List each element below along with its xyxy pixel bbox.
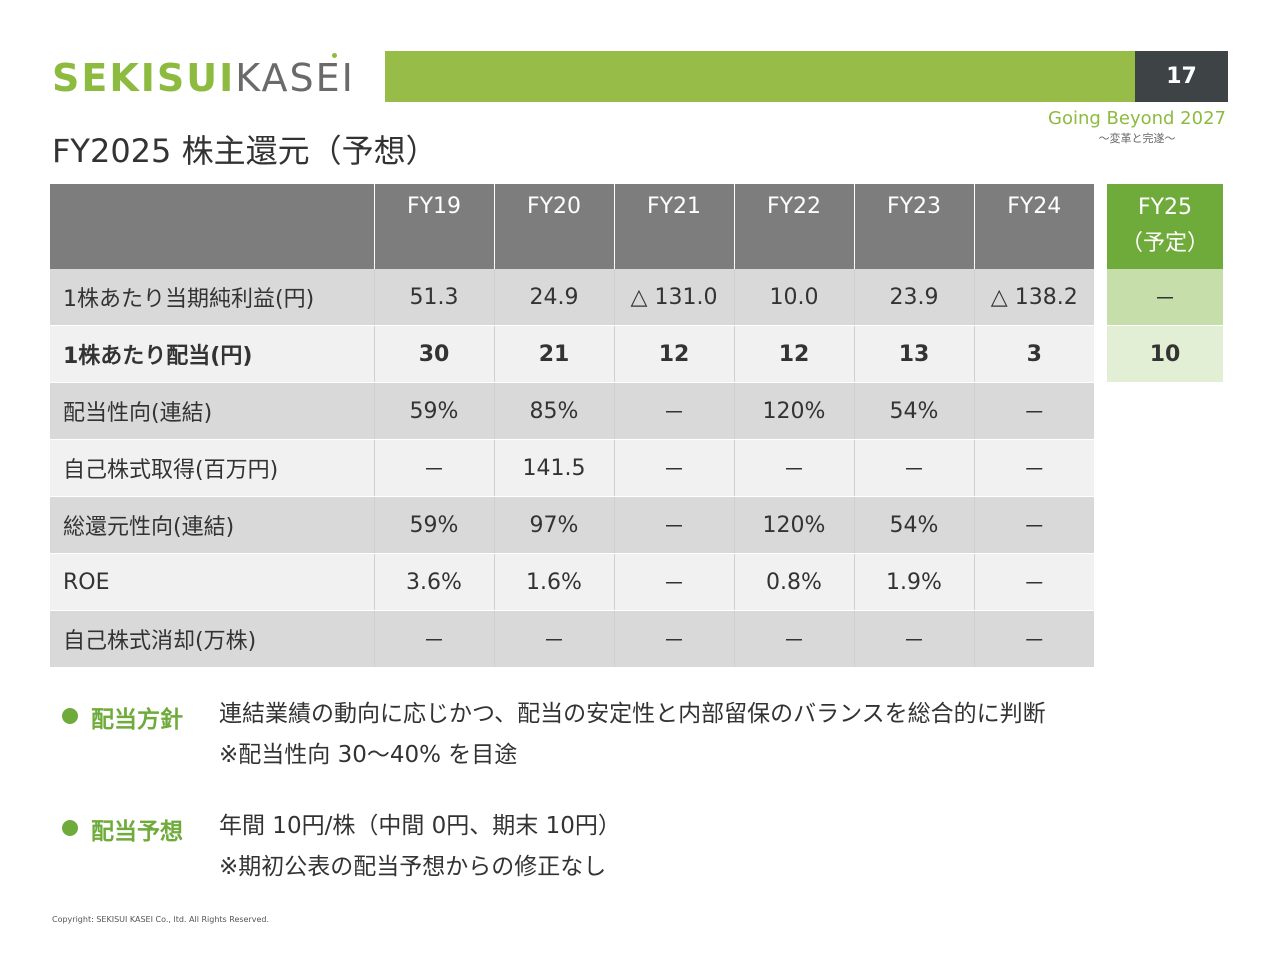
page-title: FY2025 株主還元（予想） bbox=[52, 132, 438, 170]
bullet-icon bbox=[62, 708, 78, 724]
tagline: Going Beyond 2027 ～変革と完遂～ bbox=[1048, 107, 1226, 147]
table-cell: － bbox=[614, 496, 735, 554]
logo-light-text: KASEI bbox=[235, 56, 355, 100]
table-cell: － bbox=[374, 439, 495, 497]
row-label: ROE bbox=[50, 553, 375, 611]
table-row: ROE 3.6% 1.6% － 0.8% 1.9% － bbox=[50, 553, 1094, 611]
table-cell: △ 131.0 bbox=[614, 269, 735, 326]
dividend-forecast-heading: 配当予想 bbox=[91, 819, 183, 845]
table-cell: 23.9 bbox=[854, 269, 975, 326]
table-cell: 141.5 bbox=[494, 439, 615, 497]
logo-bold-text: SEKISUI bbox=[52, 56, 236, 100]
table-row: 1株あたり配当(円) 30 21 12 12 13 3 bbox=[50, 325, 1094, 383]
table-cell: － bbox=[854, 439, 975, 497]
table-cell: － bbox=[734, 439, 855, 497]
table-cell: － bbox=[374, 610, 495, 668]
copyright: Copyright: SEKISUI KASEI Co., ltd. All R… bbox=[52, 915, 270, 924]
table-cell: 13 bbox=[854, 325, 975, 383]
table-cell: － bbox=[614, 553, 735, 611]
row-label: 自己株式取得(百万円) bbox=[50, 439, 375, 497]
forecast-column: FY25 （予定） － 10 bbox=[1107, 184, 1223, 382]
tagline-sub: ～変革と完遂～ bbox=[1098, 132, 1176, 145]
logo-dot-icon bbox=[332, 53, 337, 58]
table-cell: 21 bbox=[494, 325, 615, 383]
table-cell: － bbox=[734, 610, 855, 668]
forecast-header-label: FY25 bbox=[1137, 195, 1193, 220]
table-cell: － bbox=[974, 382, 1094, 440]
forecast-header-sub: （予定） bbox=[1120, 231, 1209, 256]
table-row: 1株あたり当期純利益(円) 51.3 24.9 △ 131.0 10.0 23.… bbox=[50, 269, 1094, 326]
table-cell: － bbox=[614, 382, 735, 440]
row-label: 自己株式消却(万株) bbox=[50, 610, 375, 668]
forecast-header: FY25 （予定） bbox=[1107, 184, 1223, 269]
page-number: 17 bbox=[1135, 51, 1228, 102]
bullet-icon bbox=[62, 820, 78, 836]
table-row: 配当性向(連結) 59% 85% － 120% 54% － bbox=[50, 382, 1094, 440]
column-header: FY24 bbox=[974, 184, 1094, 269]
row-label: 1株あたり配当(円) bbox=[50, 325, 375, 383]
column-header: FY22 bbox=[734, 184, 855, 269]
tagline-main: Going Beyond 2027 bbox=[1048, 108, 1226, 129]
table-cell: 54% bbox=[854, 496, 975, 554]
table-cell: 59% bbox=[374, 382, 495, 440]
table-cell: － bbox=[614, 610, 735, 668]
table-cell: 30 bbox=[374, 325, 495, 383]
table-cell: 120% bbox=[734, 382, 855, 440]
table-cell: 97% bbox=[494, 496, 615, 554]
column-header: FY21 bbox=[614, 184, 735, 269]
table-cell: 12 bbox=[614, 325, 735, 383]
table-cell: 24.9 bbox=[494, 269, 615, 326]
dividend-policy-heading: 配当方針 bbox=[91, 707, 183, 733]
table-cell: 1.9% bbox=[854, 553, 975, 611]
dividend-policy-section: 配当方針 連結業績の動向に応じかつ、配当の安定性と内部留保のバランスを総合的に判… bbox=[62, 700, 1046, 776]
row-label: 総還元性向(連結) bbox=[50, 496, 375, 554]
table-cell: 12 bbox=[734, 325, 855, 383]
header-blank bbox=[50, 184, 375, 269]
table-cell: 0.8% bbox=[734, 553, 855, 611]
header-accent-bar bbox=[385, 51, 1135, 102]
table-cell: 3.6% bbox=[374, 553, 495, 611]
forecast-cell-eps: － bbox=[1107, 269, 1223, 326]
dividend-policy-line2: ※配当性向 30～40% を目途 bbox=[219, 742, 518, 768]
table-cell: △ 138.2 bbox=[974, 269, 1094, 326]
table-row: 自己株式消却(万株) － － － － － － bbox=[50, 610, 1094, 668]
column-header: FY20 bbox=[494, 184, 615, 269]
dividend-policy-line1: 連結業績の動向に応じかつ、配当の安定性と内部留保のバランスを総合的に判断 bbox=[219, 701, 1046, 727]
table-cell: 59% bbox=[374, 496, 495, 554]
table-cell: － bbox=[614, 439, 735, 497]
table-cell: － bbox=[974, 553, 1094, 611]
forecast-cell-dividend: 10 bbox=[1107, 326, 1223, 382]
dividend-forecast-line2: ※期初公表の配当予想からの修正なし bbox=[219, 854, 607, 880]
table-cell: 85% bbox=[494, 382, 615, 440]
column-header: FY19 bbox=[374, 184, 495, 269]
table-cell: 3 bbox=[974, 325, 1094, 383]
table-cell: － bbox=[974, 496, 1094, 554]
table-cell: 120% bbox=[734, 496, 855, 554]
shareholder-return-table: FY19 FY20 FY21 FY22 FY23 FY24 1株あたり当期純利益… bbox=[50, 184, 1094, 668]
row-label: 1株あたり当期純利益(円) bbox=[50, 269, 375, 326]
table-cell: － bbox=[974, 610, 1094, 668]
dividend-forecast-section: 配当予想 年間 10円/株（中間 0円、期末 10円） ※期初公表の配当予想から… bbox=[62, 812, 621, 888]
table-cell: 10.0 bbox=[734, 269, 855, 326]
table-cell: － bbox=[494, 610, 615, 668]
dividend-forecast-line1: 年間 10円/株（中間 0円、期末 10円） bbox=[219, 813, 621, 839]
column-header: FY23 bbox=[854, 184, 975, 269]
table-cell: － bbox=[974, 439, 1094, 497]
row-label: 配当性向(連結) bbox=[50, 382, 375, 440]
table-cell: 1.6% bbox=[494, 553, 615, 611]
table-cell: － bbox=[854, 610, 975, 668]
table-cell: 54% bbox=[854, 382, 975, 440]
table-cell: 51.3 bbox=[374, 269, 495, 326]
table-row: 自己株式取得(百万円) － 141.5 － － － － bbox=[50, 439, 1094, 497]
company-logo: SEKISUIKASEI bbox=[52, 56, 355, 100]
table-row: 総還元性向(連結) 59% 97% － 120% 54% － bbox=[50, 496, 1094, 554]
